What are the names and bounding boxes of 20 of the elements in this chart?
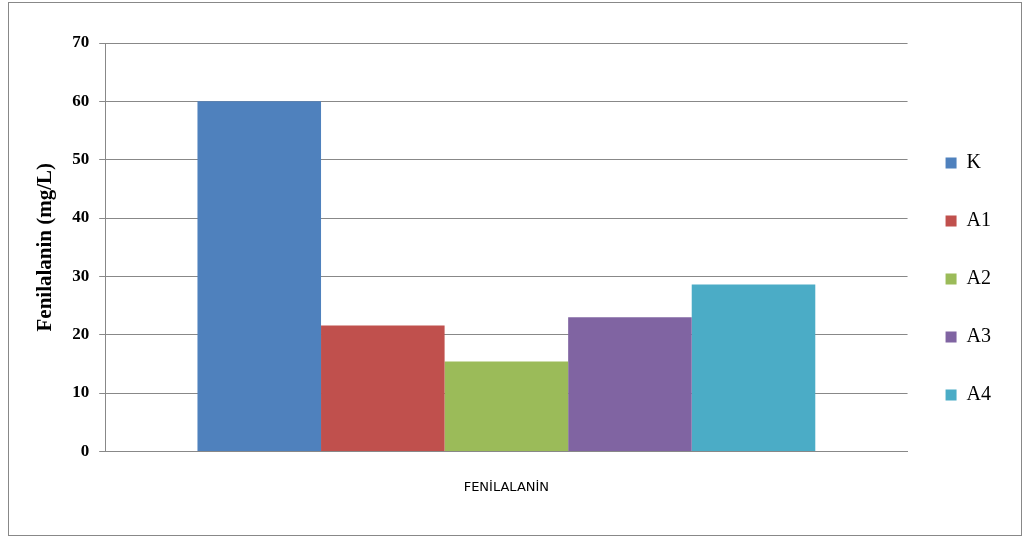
bar bbox=[568, 317, 692, 451]
legend-label: A3 bbox=[966, 324, 992, 347]
y-tick-label: 30 bbox=[72, 265, 90, 285]
y-tick-label: 40 bbox=[72, 207, 90, 227]
y-tick-label: 0 bbox=[80, 440, 90, 460]
y-tick-label: 70 bbox=[72, 32, 90, 52]
legend-label: A1 bbox=[966, 208, 992, 231]
y-tick-label: 50 bbox=[72, 149, 90, 169]
x-tick-label: FENİLALANİN bbox=[463, 478, 550, 494]
legend-label: A4 bbox=[966, 382, 992, 405]
y-axis-title: Fenilalanin (mg/L) bbox=[32, 162, 57, 332]
bar bbox=[444, 361, 569, 451]
legend-label: A2 bbox=[966, 266, 992, 289]
y-tick-label: 20 bbox=[72, 324, 90, 344]
bar bbox=[321, 325, 445, 451]
bar bbox=[197, 101, 322, 451]
y-tick-label: 60 bbox=[72, 90, 90, 110]
bar bbox=[691, 284, 816, 451]
y-tick-label: 10 bbox=[72, 382, 90, 402]
legend-label: K bbox=[966, 150, 982, 173]
